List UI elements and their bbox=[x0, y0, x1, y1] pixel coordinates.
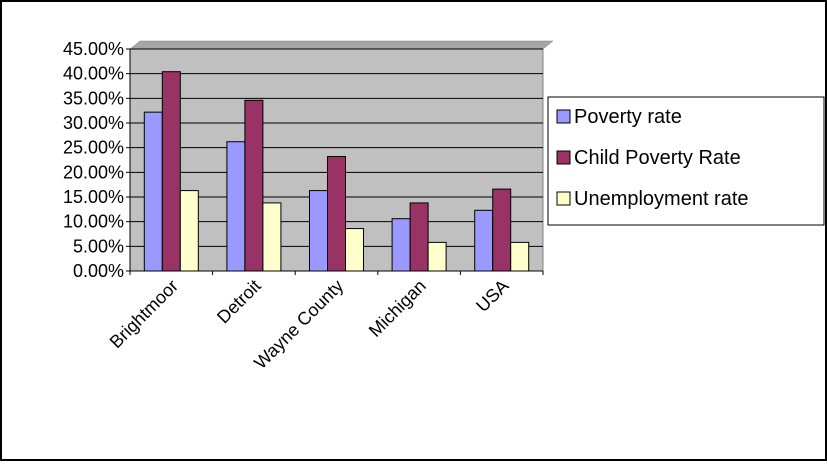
y-tick-label: 20.00% bbox=[63, 162, 124, 182]
legend-box bbox=[547, 96, 825, 226]
bar-poverty-rate bbox=[474, 209, 494, 272]
plot-top-depth bbox=[129, 40, 554, 50]
legend-swatch bbox=[556, 109, 571, 124]
legend-swatch bbox=[556, 191, 571, 206]
bar-poverty-rate bbox=[391, 218, 411, 272]
bar-child-poverty-rate bbox=[161, 71, 181, 272]
y-tick-label: 5.00% bbox=[73, 236, 124, 256]
bar-child-poverty-rate bbox=[244, 99, 264, 272]
bar-poverty-rate bbox=[226, 141, 246, 272]
y-tick-label: 35.00% bbox=[63, 88, 124, 108]
y-tick-label: 40.00% bbox=[63, 64, 124, 84]
y-tick-label: 45.00% bbox=[63, 39, 124, 59]
y-tick-label: 25.00% bbox=[63, 138, 124, 158]
bar-poverty-rate bbox=[143, 111, 163, 272]
bar-poverty-rate bbox=[309, 190, 328, 272]
y-tick-label: 15.00% bbox=[63, 187, 124, 207]
bar-unemployment-rate bbox=[179, 190, 199, 272]
bar-unemployment-rate bbox=[345, 228, 364, 272]
legend: Poverty rate Child Poverty Rate Unemployme… bbox=[547, 96, 825, 226]
legend-swatch bbox=[556, 150, 571, 165]
legend-label: Poverty rate bbox=[574, 106, 682, 128]
bar-child-poverty-rate bbox=[327, 156, 346, 272]
y-tick-label: 30.00% bbox=[63, 113, 124, 133]
bar-unemployment-rate bbox=[262, 202, 282, 272]
legend-label: Child Poverty Rate bbox=[574, 147, 741, 169]
bar-unemployment-rate bbox=[427, 241, 447, 272]
bar-unemployment-rate bbox=[510, 241, 530, 272]
y-tick-label: 10.00% bbox=[63, 212, 124, 232]
bar-child-poverty-rate bbox=[492, 188, 512, 272]
y-tick-label: 0.00% bbox=[73, 261, 124, 281]
bar-child-poverty-rate bbox=[409, 202, 429, 272]
legend-label: Unemployment rate bbox=[574, 188, 749, 210]
